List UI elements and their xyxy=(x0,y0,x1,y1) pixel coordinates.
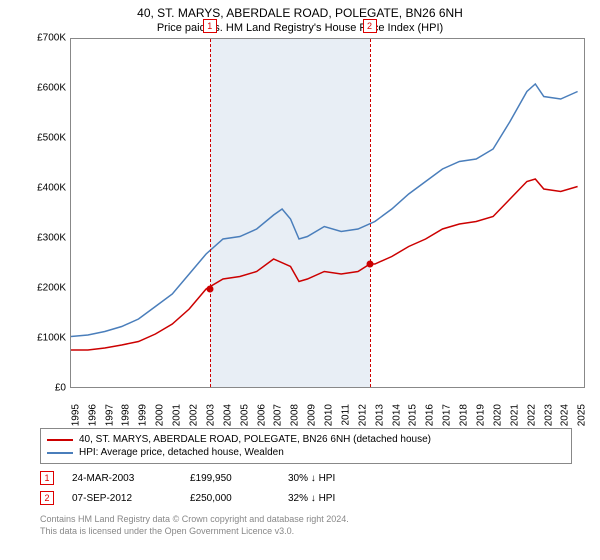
x-axis-label: 1997 xyxy=(104,404,115,426)
sale-delta: 32% ↓ HPI xyxy=(288,493,335,504)
legend: 40, ST. MARYS, ABERDALE ROAD, POLEGATE, … xyxy=(40,428,572,464)
sale-date: 07-SEP-2012 xyxy=(72,493,172,504)
x-axis-label: 2002 xyxy=(188,404,199,426)
x-axis-label: 2020 xyxy=(492,404,503,426)
x-axis-label: 2004 xyxy=(222,404,233,426)
legend-item-property: 40, ST. MARYS, ABERDALE ROAD, POLEGATE, … xyxy=(47,433,565,446)
sale-row: 2 07-SEP-2012 £250,000 32% ↓ HPI xyxy=(40,488,572,508)
marker-point xyxy=(366,261,373,268)
sale-date: 24-MAR-2003 xyxy=(72,473,172,484)
x-axis-label: 2016 xyxy=(425,404,436,426)
legend-label: 40, ST. MARYS, ABERDALE ROAD, POLEGATE, … xyxy=(79,434,431,445)
x-axis-label: 2005 xyxy=(239,404,250,426)
legend-swatch xyxy=(47,452,73,454)
x-axis-label: 2001 xyxy=(171,404,182,426)
footer-line: This data is licensed under the Open Gov… xyxy=(40,526,572,538)
series-property xyxy=(71,179,578,350)
y-axis-label: £400K xyxy=(37,183,66,194)
footer-attribution: Contains HM Land Registry data © Crown c… xyxy=(40,514,572,537)
x-axis-label: 2007 xyxy=(273,404,284,426)
y-axis-label: £100K xyxy=(37,333,66,344)
y-axis-label: £200K xyxy=(37,283,66,294)
sale-marker-icon: 2 xyxy=(40,491,54,505)
x-axis-label: 2013 xyxy=(374,404,385,426)
x-axis-label: 1998 xyxy=(121,404,132,426)
sales-table: 1 24-MAR-2003 £199,950 30% ↓ HPI 2 07-SE… xyxy=(40,468,572,508)
x-axis-label: 2014 xyxy=(391,404,402,426)
x-axis-label: 2021 xyxy=(509,404,520,426)
x-axis-label: 1995 xyxy=(70,404,81,426)
x-axis-label: 2012 xyxy=(357,404,368,426)
marker-label: 2 xyxy=(363,19,377,33)
marker-label: 1 xyxy=(203,19,217,33)
marker-line xyxy=(370,39,371,387)
footer-line: Contains HM Land Registry data © Crown c… xyxy=(40,514,572,526)
line-series xyxy=(71,39,586,389)
x-axis-label: 2010 xyxy=(323,404,334,426)
x-axis-label: 2017 xyxy=(441,404,452,426)
x-axis-label: 2023 xyxy=(543,404,554,426)
x-axis-label: 2025 xyxy=(577,404,588,426)
y-axis-label: £700K xyxy=(37,33,66,44)
x-axis-label: 2000 xyxy=(154,404,165,426)
marker-line xyxy=(210,39,211,387)
x-axis-label: 1999 xyxy=(138,404,149,426)
x-axis-label: 2006 xyxy=(256,404,267,426)
sale-price: £250,000 xyxy=(190,493,270,504)
x-axis-label: 2024 xyxy=(560,404,571,426)
sale-delta: 30% ↓ HPI xyxy=(288,473,335,484)
sale-marker-icon: 1 xyxy=(40,471,54,485)
legend-swatch xyxy=(47,439,73,441)
plot-area: 12 xyxy=(70,38,585,388)
x-axis-label: 2018 xyxy=(458,404,469,426)
x-axis-label: 2019 xyxy=(475,404,486,426)
legend-item-hpi: HPI: Average price, detached house, Weal… xyxy=(47,446,565,459)
y-axis-label: £300K xyxy=(37,233,66,244)
marker-point xyxy=(206,286,213,293)
sale-price: £199,950 xyxy=(190,473,270,484)
chart-area: £0£100K£200K£300K£400K£500K£600K£700K 12… xyxy=(20,38,590,418)
y-axis-label: £500K xyxy=(37,133,66,144)
x-axis-label: 2009 xyxy=(306,404,317,426)
x-axis-label: 2011 xyxy=(340,404,351,426)
chart-subtitle: Price paid vs. HM Land Registry's House … xyxy=(0,20,600,38)
chart-title: 40, ST. MARYS, ABERDALE ROAD, POLEGATE, … xyxy=(0,0,600,20)
x-axis-label: 2003 xyxy=(205,404,216,426)
sale-row: 1 24-MAR-2003 £199,950 30% ↓ HPI xyxy=(40,468,572,488)
x-axis-label: 2022 xyxy=(526,404,537,426)
x-axis-label: 1996 xyxy=(87,404,98,426)
legend-label: HPI: Average price, detached house, Weal… xyxy=(79,447,284,458)
y-axis-label: £0 xyxy=(55,383,66,394)
series-hpi xyxy=(71,84,578,337)
x-axis-label: 2015 xyxy=(408,404,419,426)
x-axis-label: 2008 xyxy=(290,404,301,426)
y-axis-label: £600K xyxy=(37,83,66,94)
